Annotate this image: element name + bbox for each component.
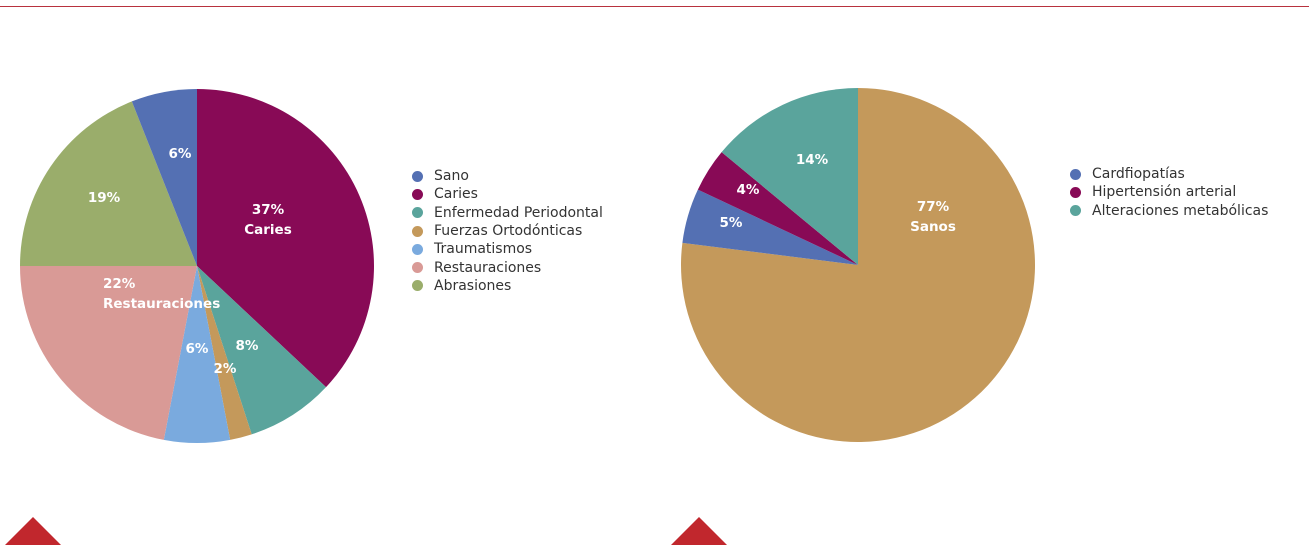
legend-item-enfermedad-periodontal: Enfermedad Periodontal	[412, 204, 603, 222]
legend-item-alteraciones-metabolicas: Alteraciones metabólicas	[1070, 202, 1268, 220]
slice-label-traumatismos: 6%	[186, 341, 209, 357]
pie-slice-restauraciones	[20, 266, 197, 440]
top-divider-line	[0, 6, 1309, 7]
legend-label: Restauraciones	[434, 259, 542, 276]
legend-swatch	[412, 170, 423, 182]
legend-label: Sano	[434, 168, 469, 185]
legend-item-abrasiones: Abrasiones	[412, 277, 603, 295]
slice-label-sanos: 77% Sanos	[910, 199, 956, 235]
legend-label: Cardfiopatías	[1092, 166, 1185, 183]
pie-slice-enfermedad-periodontal	[197, 266, 327, 435]
legend-swatch	[1070, 168, 1081, 180]
legend-swatch	[412, 188, 423, 200]
pie-slice-alteraciones-metabolicas	[721, 88, 858, 265]
legend-label: Abrasiones	[434, 277, 512, 294]
slice-label-restauraciones: 22% Restauraciones	[103, 276, 220, 312]
legend-chart-1: Sano Caries Enfermedad Periodontal Fuerzas …	[412, 167, 603, 295]
legend-swatch	[412, 262, 423, 274]
pie-slice-sanos	[681, 88, 1036, 442]
slice-label-cardfiopatias: 5%	[720, 215, 743, 231]
legend-swatch	[412, 207, 423, 219]
legend-label: Fuerzas Ortodónticas	[434, 223, 583, 240]
legend-label: Hipertensión arterial	[1092, 184, 1237, 201]
legend-item-restauraciones: Restauraciones	[412, 258, 603, 276]
slice-label-abrasiones: 19%	[88, 190, 121, 206]
pie-slice-caries	[197, 89, 374, 388]
legend-item-hipertension-arterial: Hipertensión arterial	[1070, 183, 1268, 201]
legend-item-fuerzas-ortodonticas: Fuerzas Ortodónticas	[412, 222, 603, 240]
legend-item-sano: Sano	[412, 167, 603, 185]
pie-slice-cardfiopatias	[682, 189, 858, 265]
pie-slice-traumatismos	[163, 266, 231, 443]
legend-item-cardfiopatias: Cardfiopatías	[1070, 165, 1268, 183]
legend-chart-2: Cardfiopatías Hipertensión arterial Altera…	[1070, 165, 1268, 220]
legend-item-caries: Caries	[412, 185, 603, 203]
legend-swatch	[412, 225, 423, 237]
triangle-marker-left	[5, 517, 61, 545]
pie-slice-hipertension-arterial	[697, 152, 858, 265]
legend-swatch	[412, 243, 423, 255]
pie-slice-fuerzas-ortodonticas	[197, 266, 252, 440]
slice-label-fuerzas-ortodonticas: 2%	[214, 361, 237, 377]
slice-label-enfermedad-periodontal: 8%	[236, 338, 259, 354]
legend-swatch	[1070, 205, 1081, 217]
legend-label: Alteraciones metabólicas	[1092, 202, 1269, 219]
legend-label: Traumatismos	[434, 241, 533, 258]
slice-label-sano: 6%	[169, 146, 192, 162]
pie-slice-abrasiones	[20, 101, 197, 267]
pie-slice-sano	[131, 89, 197, 266]
slice-label-alteraciones-metabolicas: 14%	[796, 152, 829, 168]
legend-label: Enfermedad Periodontal	[434, 204, 603, 221]
legend-swatch	[1070, 186, 1081, 198]
slice-label-caries: 37% Caries	[244, 202, 292, 238]
legend-swatch	[412, 280, 423, 292]
triangle-marker-right	[671, 517, 727, 545]
legend-item-traumatismos: Traumatismos	[412, 240, 603, 258]
slice-label-hipertension-arterial: 4%	[737, 182, 760, 198]
legend-label: Caries	[434, 186, 478, 203]
